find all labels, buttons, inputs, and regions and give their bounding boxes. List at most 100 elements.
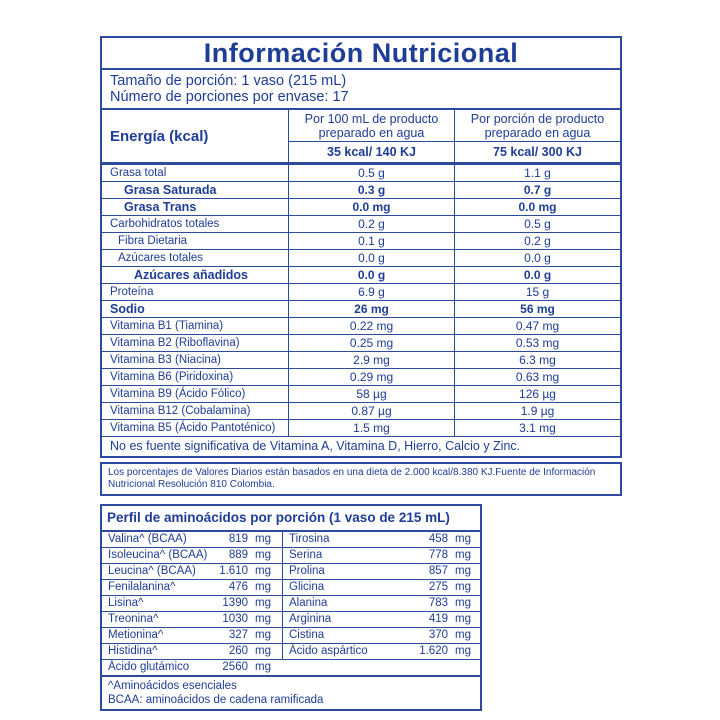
per-100ml-value: 6.9 g: [288, 284, 454, 300]
amino-value: 275: [428, 581, 448, 593]
per-serving-value: 126 µg: [454, 386, 620, 402]
servings-per-container-line: Número de porciones por envase: 17: [110, 89, 349, 105]
per-100ml-value: 0.1 g: [288, 233, 454, 249]
amino-unit: mg: [455, 613, 471, 625]
per-serving-value: 56 mg: [454, 301, 620, 317]
amino-value: 778: [428, 549, 448, 561]
nutrient-label: Sodio: [110, 302, 145, 316]
amino-value: 1390: [222, 597, 248, 609]
serving-info: Tamaño de porción: 1 vaso (215 mL) Númer…: [102, 70, 620, 110]
amino-row: Isoleucina^ (BCAA) 889 mg Serina 778 mg: [102, 548, 480, 564]
amino-unit: [448, 660, 480, 675]
per-serving-value: 0.0 g: [454, 250, 620, 266]
nutrient-row-fibra: Fibra Dietaria 0.1 g 0.2 g: [102, 233, 620, 250]
amino-value: 260: [228, 645, 248, 657]
nutrient-row-vitamina-b6: Vitamina B6 (Piridoxina) 0.29 mg 0.63 mg: [102, 369, 620, 386]
per-serving-column-header: Por porción de producto preparado en agu…: [454, 110, 620, 142]
amino-row: Metionina^ 327 mg Cistina 370 mg: [102, 628, 480, 644]
amino-value: 889: [228, 549, 248, 561]
nutrient-label: Proteína: [110, 286, 154, 298]
amino-name: Lisina^: [108, 597, 144, 609]
amino-unit: mg: [255, 533, 271, 545]
amino-value: 819: [228, 533, 248, 545]
amino-name: Arginina: [282, 612, 392, 627]
amino-unit: mg: [455, 629, 471, 641]
amino-unit: mg: [455, 645, 471, 657]
per-serving-value: 0.2 g: [454, 233, 620, 249]
energy-header: Energía (kcal) Por 100 mL de producto pr…: [102, 110, 620, 165]
per-100ml-column-header: Por 100 mL de producto preparado en agua: [288, 110, 454, 142]
per-100ml-value: 26 mg: [288, 301, 454, 317]
amino-row: Treonina^ 1030 mg Arginina 419 mg: [102, 612, 480, 628]
nutrient-row-azucares-anadidos: Azúcares añadidos 0.0 g 0.0 g: [102, 267, 620, 284]
amino-value: [392, 660, 448, 675]
per-100ml-value: 0.0 g: [288, 250, 454, 266]
serving-size-line: Tamaño de porción: 1 vaso (215 mL): [110, 73, 347, 89]
per-100ml-value: 0.0 g: [288, 267, 454, 283]
nutrient-row-carbohidratos: Carbohidratos totales 0.2 g 0.5 g: [102, 216, 620, 233]
nutrient-label: Vitamina B5 (Ácido Pantoténico): [110, 422, 276, 434]
nutrient-label: Vitamina B1 (Tiamina): [110, 320, 224, 332]
amino-name: Glicina: [282, 580, 392, 595]
amino-name: Leucina^ (BCAA): [108, 565, 196, 577]
amino-row: Histidina^ 260 mg Ácido aspártico 1.620 …: [102, 644, 480, 660]
amino-value: 1.610: [219, 565, 248, 577]
amino-name: Valina^ (BCAA): [108, 533, 187, 545]
nutrient-label: Carbohidratos totales: [110, 218, 220, 230]
per-serving-value: 0.5 g: [454, 216, 620, 232]
amino-row: Fenilalanina^ 476 mg Glicina 275 mg: [102, 580, 480, 596]
per-serving-value: 3.1 mg: [454, 420, 620, 436]
nutrient-label: Vitamina B3 (Niacina): [110, 354, 222, 366]
per-serving-value: 0.0 g: [454, 267, 620, 283]
per-100ml-value: 0.87 µg: [288, 403, 454, 419]
essential-amino-footnote: ^Aminoácidos esenciales: [108, 680, 237, 692]
amino-unit: mg: [255, 613, 271, 625]
amino-unit: mg: [255, 565, 271, 577]
amino-name: [282, 660, 392, 675]
nutrient-label: Azúcares añadidos: [134, 268, 248, 282]
amino-row: Lisina^ 1390 mg Alanina 783 mg: [102, 596, 480, 612]
per-serving-value: 6.3 mg: [454, 352, 620, 368]
daily-values-note: Los porcentajes de Valores Diarios están…: [100, 462, 622, 496]
nutrient-row-vitamina-b12: Vitamina B12 (Cobalamina) 0.87 µg 1.9 µg: [102, 403, 620, 420]
energy-per-100ml-value: 35 kcal/ 140 KJ: [288, 142, 454, 162]
amino-row: Valina^ (BCAA) 819 mg Tirosina 458 mg: [102, 532, 480, 548]
amino-unit: mg: [255, 645, 271, 657]
amino-unit: mg: [455, 565, 471, 577]
energy-label: Energía (kcal): [110, 127, 209, 145]
nutrition-facts-panel: Información Nutricional Tamaño de porció…: [100, 36, 622, 458]
amino-value: 458: [428, 533, 448, 545]
nutrient-row-proteina: Proteína 6.9 g 15 g: [102, 284, 620, 301]
nutrient-row-vitamina-b2: Vitamina B2 (Riboflavina) 0.25 mg 0.53 m…: [102, 335, 620, 352]
amino-name: Serina: [282, 548, 392, 563]
per-100ml-value: 58 µg: [288, 386, 454, 402]
amino-name: Ácido glutámico: [108, 661, 190, 673]
per-100ml-value: 0.5 g: [288, 165, 454, 181]
amino-value: 1030: [222, 613, 248, 625]
amino-unit: mg: [255, 629, 271, 641]
nutrient-label: Vitamina B12 (Cobalamina): [110, 405, 251, 417]
per-100ml-value: 0.22 mg: [288, 318, 454, 334]
amino-unit: mg: [455, 533, 471, 545]
amino-value: 1.620: [419, 645, 448, 657]
per-serving-value: 0.7 g: [454, 182, 620, 198]
amino-name: Tirosina: [282, 532, 392, 547]
nutrient-row-sodio: Sodio 26 mg 56 mg: [102, 301, 620, 318]
nutrient-label: Vitamina B9 (Ácido Fólico): [110, 388, 246, 400]
amino-value: 370: [428, 629, 448, 641]
amino-name: Alanina: [282, 596, 392, 611]
per-100ml-value: 0.3 g: [288, 182, 454, 198]
bcaa-footnote: BCAA: aminoácidos de cadena ramificada: [108, 694, 324, 706]
amino-unit: mg: [455, 597, 471, 609]
amino-name: Fenilalanina^: [108, 581, 176, 593]
per-serving-value: 0.47 mg: [454, 318, 620, 334]
nutrient-label: Vitamina B2 (Riboflavina): [110, 337, 240, 349]
per-serving-value: 1.1 g: [454, 165, 620, 181]
per-100ml-value: 0.2 g: [288, 216, 454, 232]
nutrient-label: Grasa total: [110, 167, 167, 179]
nutrient-label: Azúcares totales: [118, 252, 204, 264]
nutrient-label: Grasa Trans: [124, 200, 197, 214]
nutrient-row-vitamina-b3: Vitamina B3 (Niacina) 2.9 mg 6.3 mg: [102, 352, 620, 369]
nutrient-label: Fibra Dietaria: [118, 235, 188, 247]
